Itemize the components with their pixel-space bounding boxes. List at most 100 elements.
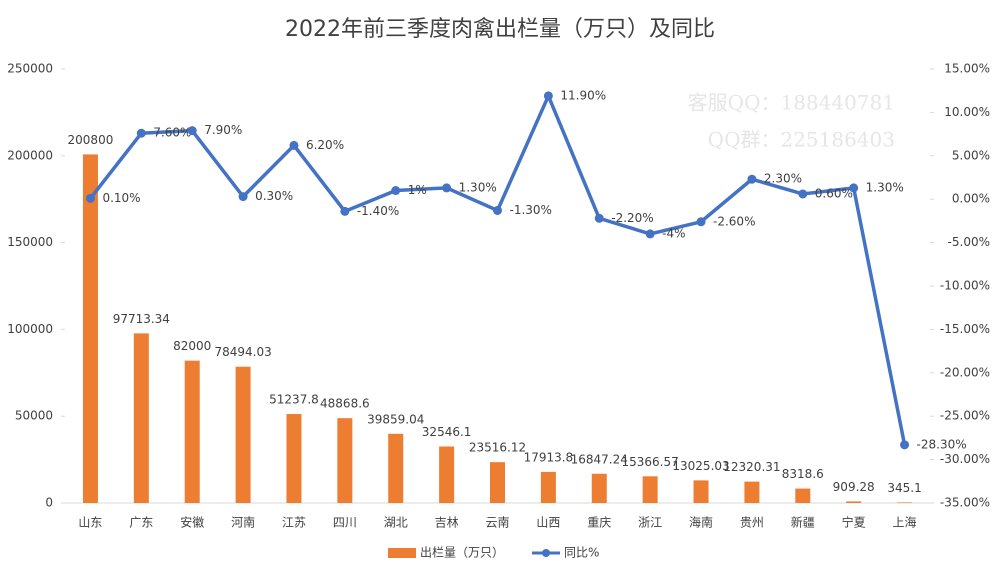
legend-label: 出栏量（万只）	[420, 545, 504, 560]
y-tick-label: 200000	[7, 148, 53, 162]
bar	[490, 462, 505, 503]
watermark: 客服QQ：188440781	[688, 91, 895, 115]
y2-tick-label: -35.00%	[940, 496, 990, 510]
y2-tick-label: -20.00%	[940, 365, 990, 379]
line-point	[187, 126, 197, 136]
bar-label: 48868.6	[320, 397, 370, 411]
line-point	[747, 174, 757, 184]
y-tick-label: 50000	[15, 409, 53, 423]
bar	[795, 488, 811, 503]
line-label: 7.60%	[153, 126, 191, 140]
line-point	[442, 183, 452, 193]
bar	[540, 471, 556, 503]
bar-label: 82000	[173, 339, 211, 353]
y2-tick-label: 5.00%	[952, 148, 990, 162]
bar	[591, 473, 607, 503]
bar-label: 8318.6	[782, 467, 824, 481]
line-label: 0.10%	[102, 191, 140, 205]
y2-tick-label: 0.00%	[952, 192, 990, 206]
line-label: 7.90%	[204, 123, 242, 137]
line-label: -1.40%	[357, 204, 399, 218]
bar	[184, 360, 200, 503]
bar-label: 97713.34	[113, 312, 170, 326]
x-tick-label: 山西	[536, 516, 560, 530]
line-point	[645, 229, 655, 239]
bar	[897, 502, 913, 503]
bar-label: 345.1	[887, 481, 921, 495]
bar	[439, 446, 455, 503]
line-label: 1%	[408, 183, 427, 197]
x-tick-label: 云南	[485, 515, 509, 530]
line-label: -2.60%	[713, 214, 755, 228]
line-point	[493, 205, 502, 215]
line-point	[900, 440, 910, 450]
y2-tick-label: -5.00%	[948, 235, 990, 249]
x-tick-label: 贵州	[740, 516, 764, 530]
bar	[388, 433, 404, 503]
bar	[642, 476, 658, 503]
line-label: 1.30%	[866, 180, 904, 194]
x-tick-label: 山东	[78, 516, 102, 530]
bar-label: 16847.24	[571, 452, 628, 466]
x-tick-label: 安徽	[180, 515, 204, 530]
x-tick-label: 江苏	[282, 516, 306, 530]
bar-label: 78494.03	[214, 345, 271, 359]
bar	[693, 480, 709, 503]
line-label: 0.30%	[255, 189, 293, 203]
x-tick-label: 宁夏	[842, 515, 866, 530]
x-tick-label: 河南	[231, 515, 255, 530]
bar-label: 39859.04	[367, 412, 424, 426]
x-tick-label: 吉林	[435, 516, 459, 530]
bar-label: 51237.8	[269, 393, 319, 407]
y2-tick-label: -10.00%	[940, 279, 990, 293]
y-tick-label: 100000	[7, 322, 53, 336]
x-tick-label: 海南	[689, 515, 713, 530]
legend-label: 同比%	[564, 546, 599, 560]
y-tick-label: 150000	[7, 235, 53, 249]
x-tick-label: 湖北	[384, 515, 408, 530]
line-point	[391, 186, 401, 196]
line-point	[85, 193, 95, 203]
x-tick-label: 上海	[893, 515, 917, 530]
line-point	[696, 217, 706, 227]
bar-label: 12320.31	[723, 460, 780, 474]
line-point	[136, 128, 146, 138]
line-label: 0.60%	[815, 186, 853, 200]
bar	[337, 418, 353, 503]
line-label: 11.90%	[560, 88, 606, 102]
line-label: 1.30%	[459, 180, 497, 194]
line-label: -2.20%	[611, 211, 653, 225]
watermark: QQ群：225186403	[708, 128, 895, 152]
bar-label: 15366.57	[622, 455, 679, 469]
bar-label: 909.28	[833, 480, 875, 494]
line-label: 2.30%	[764, 172, 802, 186]
y2-tick-label: -25.00%	[940, 409, 990, 423]
bar-label: 23516.12	[469, 441, 526, 455]
line-label: -28.30%	[917, 437, 967, 451]
line-point	[340, 206, 350, 216]
bar-label: 13025.03	[672, 459, 729, 473]
bar	[744, 481, 760, 503]
legend-swatch	[388, 548, 416, 558]
y2-tick-label: -15.00%	[940, 322, 990, 336]
y-tick-label: 250000	[7, 62, 53, 76]
line-point	[238, 192, 248, 202]
x-tick-label: 浙江	[638, 516, 662, 530]
bar	[82, 154, 98, 503]
bar-label: 200800	[68, 133, 114, 147]
line-label: -4%	[662, 226, 685, 240]
y2-tick-label: 10.00%	[944, 105, 990, 119]
x-tick-label: 广东	[129, 516, 153, 530]
y-tick-label: 0	[45, 496, 53, 510]
bar	[235, 366, 251, 503]
legend-swatch	[542, 549, 551, 557]
y2-tick-label: -30.00%	[940, 452, 990, 466]
bar	[846, 501, 862, 503]
line-point	[289, 140, 299, 150]
y2-tick-label: 15.00%	[944, 62, 990, 76]
bar	[133, 333, 149, 503]
chart-title: 2022年前三季度肉禽出栏量（万只）及同比	[285, 17, 715, 42]
line-label: 6.20%	[306, 138, 344, 152]
